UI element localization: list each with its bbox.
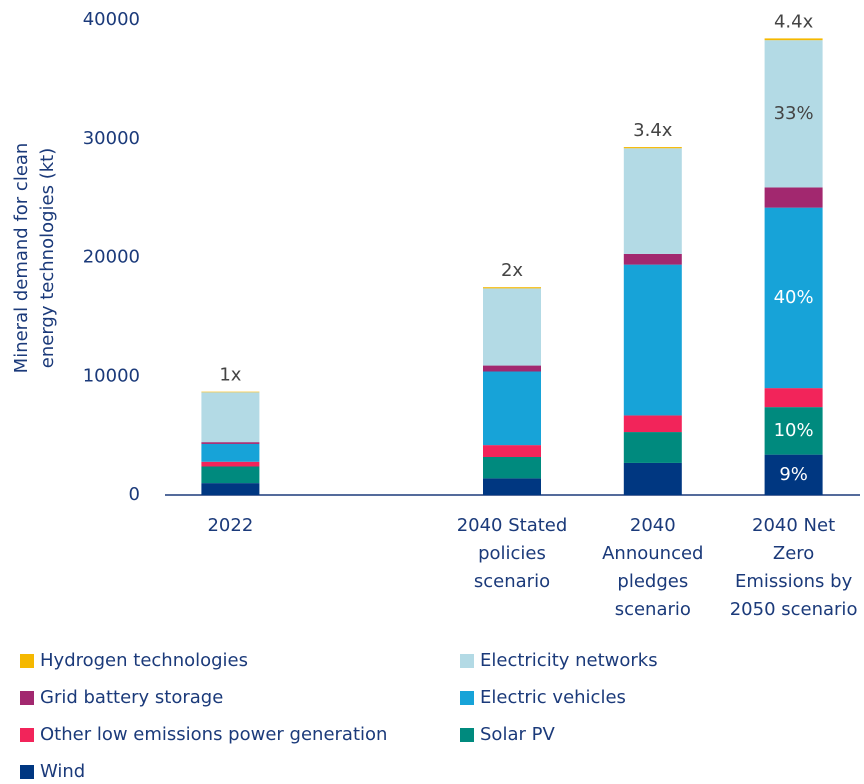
total-label: 1x (219, 365, 241, 386)
bar-segment (623, 432, 682, 463)
legend-swatch (20, 727, 34, 742)
legend-item: Hydrogen technologies (20, 650, 248, 671)
bar-segment (201, 442, 260, 444)
total-label: 3.4x (633, 120, 673, 141)
bar-segment (623, 264, 682, 416)
bar-segment (764, 388, 823, 408)
y-tick-label: 0 (129, 484, 140, 505)
segment-label: 9% (779, 464, 808, 485)
bar-segment (623, 253, 682, 265)
y-tick-label: 30000 (83, 128, 140, 149)
legend-swatch (20, 764, 34, 779)
legend-label: Wind (40, 761, 86, 782)
bar-segment (764, 407, 823, 455)
legend-label: Electricity networks (480, 650, 658, 671)
bar-segment (623, 148, 682, 254)
bar-segment (201, 466, 260, 484)
bar-segment (201, 483, 260, 495)
bar-segment (764, 40, 823, 188)
bar-segment (201, 461, 260, 467)
x-tick-label: 2040 Net Zero Emissions by 2050 scenario (729, 515, 858, 620)
bar-segment (623, 415, 682, 433)
bar-segment (201, 392, 260, 443)
y-axis-title: Mineral demand for clean (11, 143, 32, 374)
legend-item: Electricity networks (460, 650, 658, 671)
bar-segment (623, 462, 682, 495)
legend-item: Grid battery storage (20, 687, 223, 708)
total-label: 2x (501, 260, 523, 281)
total-label: 4.4x (774, 11, 814, 32)
bar-segment (201, 443, 260, 462)
x-tick-label: 2040 Announced pledges scenario (602, 515, 704, 620)
bar-segment (764, 207, 823, 389)
x-tick-label: 2022 (207, 515, 254, 536)
legend-swatch (460, 727, 474, 742)
bar-segment (483, 371, 541, 446)
bar-segment (764, 187, 823, 208)
legend-label: Solar PV (480, 724, 555, 745)
segment-label: 40% (774, 287, 814, 308)
bar-segment (483, 445, 541, 457)
legend-item: Electric vehicles (460, 687, 626, 708)
legend-item: Other low emissions power generation (20, 724, 387, 745)
bar-segment (483, 287, 541, 289)
bar-segment (623, 147, 682, 149)
y-tick-label: 40000 (83, 9, 140, 30)
legend-item: Wind (20, 761, 85, 782)
y-tick-label: 20000 (83, 247, 140, 268)
legend-label: Grid battery storage (40, 687, 224, 708)
bar-segment (483, 288, 541, 366)
x-tick-label: 2040 Stated policies scenario (456, 515, 568, 592)
legend-item: Solar PV (460, 724, 555, 745)
bar-segment (201, 391, 260, 393)
bar-segment (483, 365, 541, 372)
bar-segment (764, 454, 823, 495)
legend-swatch (20, 690, 34, 705)
legend-label: Hydrogen technologies (40, 650, 249, 671)
y-axis-title: energy technologies (kt) (37, 148, 58, 368)
bar-segment (764, 38, 823, 41)
legend-swatch (460, 690, 474, 705)
legend-swatch (20, 653, 34, 668)
legend-swatch (460, 653, 474, 668)
segment-label: 33% (774, 103, 814, 124)
legend-label: Electric vehicles (480, 687, 626, 708)
legend-label: Other low emissions power generation (40, 724, 388, 745)
bar-segment (483, 478, 541, 495)
y-tick-label: 10000 (83, 365, 140, 386)
bar-segment (483, 457, 541, 479)
segment-label: 10% (774, 420, 814, 441)
